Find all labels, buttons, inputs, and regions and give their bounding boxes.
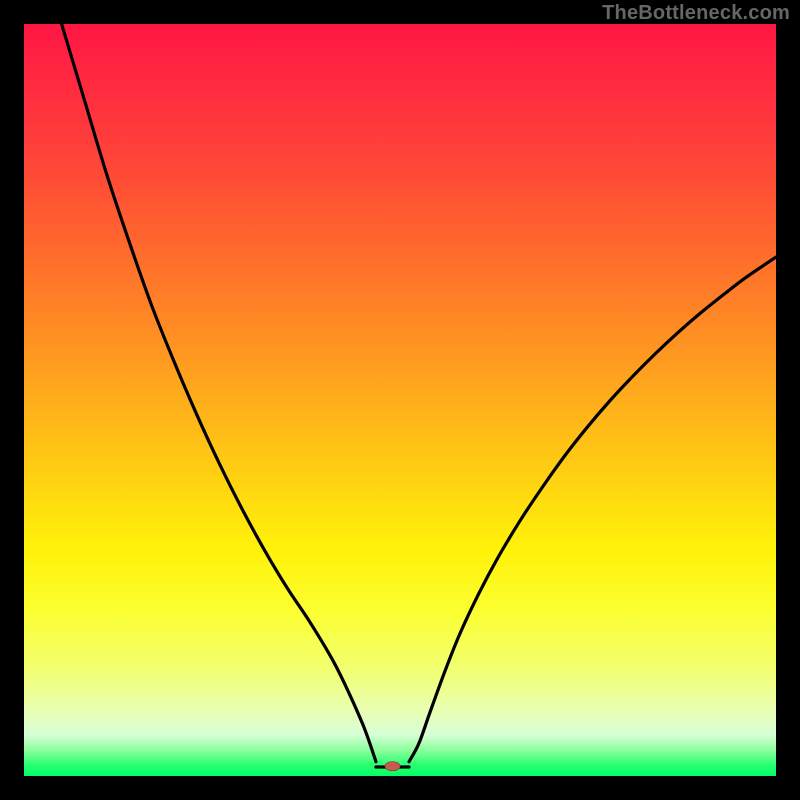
chart-frame: { "watermark": { "text": "TheBottleneck.… [0,0,800,800]
gradient-background [24,24,776,776]
plot-svg [24,24,776,776]
notch-marker [385,762,400,771]
watermark-label: TheBottleneck.com [602,2,790,25]
plot-area [24,24,776,776]
